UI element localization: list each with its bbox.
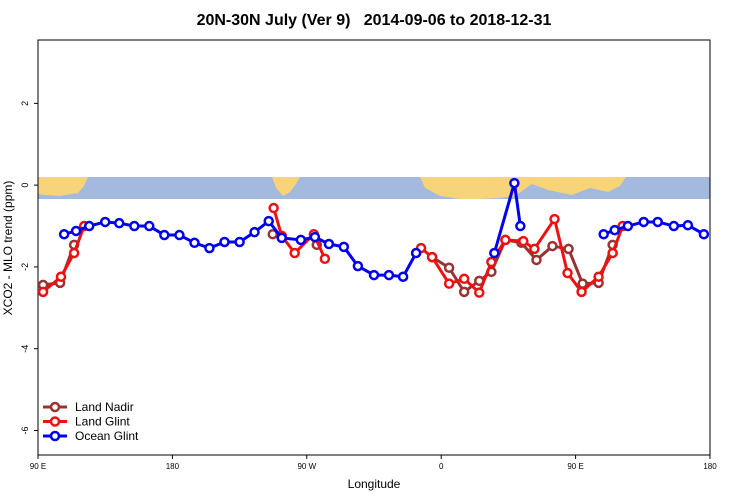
land-patch <box>272 177 300 196</box>
land-patch <box>38 177 88 196</box>
data-point <box>309 231 321 243</box>
data-point <box>562 267 573 279</box>
data-point <box>70 225 82 237</box>
data-point <box>99 216 111 228</box>
data-point <box>289 247 300 259</box>
data-point <box>83 220 95 232</box>
data-point <box>458 286 470 298</box>
data-point <box>276 232 287 244</box>
data-point <box>443 278 455 289</box>
data-point <box>486 256 497 268</box>
data-point <box>443 262 455 273</box>
data-point <box>576 286 587 298</box>
data-point <box>55 271 67 282</box>
data-point <box>319 253 331 264</box>
y-tick-label: -4 <box>20 345 30 353</box>
data-point <box>268 202 279 214</box>
y-tick-label: -2 <box>20 263 30 271</box>
data-point <box>529 243 540 255</box>
x-tick-label: 90 W <box>297 462 316 471</box>
data-point <box>58 228 70 240</box>
legend-marker <box>49 430 61 442</box>
data-point <box>547 240 558 252</box>
data-point <box>144 220 155 232</box>
data-point <box>68 247 80 259</box>
data-point <box>549 213 560 225</box>
data-point <box>531 254 542 266</box>
data-point <box>352 260 364 272</box>
data-point <box>113 217 125 229</box>
data-point <box>489 247 500 259</box>
data-point <box>458 273 470 285</box>
data-point <box>383 269 395 281</box>
data-point <box>652 216 663 228</box>
legend-marker <box>49 416 61 427</box>
data-point <box>323 238 335 250</box>
data-point <box>263 215 274 227</box>
data-point <box>129 220 140 232</box>
data-point <box>609 224 620 236</box>
x-tick-label: 0 <box>439 462 444 471</box>
y-axis-label: XCO2 - MLO trend (ppm) <box>1 181 15 316</box>
data-point <box>638 216 649 228</box>
data-point <box>234 236 245 248</box>
x-tick-label: 180 <box>166 462 180 471</box>
data-point <box>159 229 170 241</box>
chart-title: 20N-30N July (Ver 9) 2014-09-06 to 2018-… <box>197 12 552 29</box>
data-point <box>500 234 511 246</box>
legend-label: Ocean Glint <box>75 429 139 443</box>
x-axis-label: Longitude <box>348 477 401 491</box>
data-point <box>593 271 604 282</box>
data-point <box>295 234 307 246</box>
y-tick-label: -6 <box>20 426 30 434</box>
legend-marker <box>49 401 61 413</box>
data-point <box>426 251 438 263</box>
x-tick-label: 90 E <box>567 462 583 471</box>
y-tick-label: 0 <box>20 183 30 188</box>
x-tick-label: 180 <box>703 462 717 471</box>
data-point <box>338 241 350 253</box>
data-point <box>607 247 618 259</box>
legend-label: Land Glint <box>75 415 130 429</box>
series-line <box>42 225 86 294</box>
data-point <box>174 229 185 241</box>
data-point <box>518 235 529 247</box>
data-point <box>37 286 49 298</box>
data-point <box>682 219 694 231</box>
data-point <box>474 287 485 298</box>
data-point <box>368 269 380 281</box>
legend-label: Land Nadir <box>75 400 134 414</box>
data-point <box>204 242 215 254</box>
data-point <box>515 220 526 232</box>
land-patch <box>420 177 626 199</box>
y-tick-label: 2 <box>20 101 30 106</box>
data-point <box>249 226 260 238</box>
map-strip <box>38 177 710 199</box>
series-line <box>63 219 418 279</box>
data-point <box>668 220 680 232</box>
data-point <box>189 237 200 249</box>
plot-frame <box>37 39 711 456</box>
data-point <box>598 228 609 240</box>
data-point <box>410 247 422 259</box>
data-point <box>563 243 574 255</box>
data-point <box>698 228 710 240</box>
data-point <box>509 177 520 189</box>
data-point <box>397 271 409 282</box>
data-point <box>622 220 634 232</box>
x-tick-label: 90 E <box>30 462 46 471</box>
data-point <box>219 236 230 248</box>
